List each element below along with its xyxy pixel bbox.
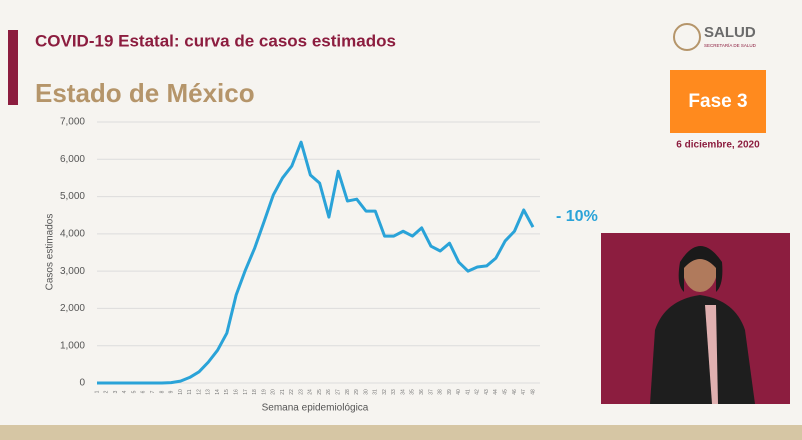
y-tick-label: 6,000 [60, 154, 85, 165]
x-tick-label: 18 [252, 389, 258, 395]
x-tick-label: 40 [456, 389, 462, 395]
phase-box [670, 70, 766, 133]
y-tick-label: 0 [79, 378, 85, 389]
x-tick-label: 31 [373, 389, 379, 395]
x-tick-label: 24 [308, 389, 314, 395]
x-tick-label: 25 [317, 389, 323, 395]
x-tick-label: 46 [512, 389, 518, 395]
x-tick-label: 28 [345, 389, 351, 395]
x-tick-label: 13 [206, 389, 212, 395]
x-tick-label: 27 [336, 389, 342, 395]
x-tick-label: 22 [289, 389, 295, 395]
logo: SALUD [704, 24, 756, 41]
x-tick-label: 3 [113, 390, 119, 393]
slide-title: COVID-19 Estatal: curva de casos estimad… [35, 31, 396, 50]
y-tick-label: 1,000 [60, 340, 85, 351]
x-tick-label: 45 [502, 389, 508, 395]
x-tick-label: 41 [465, 389, 471, 395]
x-tick-label: 7 [150, 390, 156, 393]
y-tick-label: 3,000 [60, 266, 85, 277]
x-tick-label: 34 [400, 389, 406, 395]
emblem [673, 23, 701, 51]
state-name: Estado de México [35, 78, 255, 108]
person-body [650, 295, 755, 404]
x-tick-label: 42 [475, 389, 481, 395]
x-tick-label: 32 [382, 389, 388, 395]
x-tick-label: 35 [410, 389, 416, 395]
x-tick-label: 14 [215, 389, 221, 395]
phase: Fase 3 [688, 91, 747, 112]
y-tick-label: 2,000 [60, 303, 85, 314]
y-tick-label: 4,000 [60, 228, 85, 239]
x-tick-label: 9 [169, 390, 175, 393]
x-tick-label: 17 [243, 389, 249, 395]
x-tick-label: 21 [280, 389, 286, 395]
x-tick-label: 30 [363, 389, 369, 395]
footer-band [0, 425, 802, 440]
x-tick-label: 33 [391, 389, 397, 395]
x-tick-label: 20 [271, 389, 277, 395]
x-tick-label: 43 [484, 389, 490, 395]
date: 6 diciembre, 2020 [676, 140, 760, 151]
x-tick-label: 19 [261, 389, 267, 395]
x-tick-label: 23 [298, 389, 304, 395]
x-tick-label: 4 [122, 390, 128, 393]
x-tick-label: 48 [530, 389, 536, 395]
y-tick-label: 7,000 [60, 117, 85, 128]
x-tick-label: 2 [104, 390, 110, 393]
person-hair [678, 246, 723, 292]
x-tick-label: 5 [131, 390, 137, 393]
x-tick-label: 29 [354, 389, 360, 395]
x-tick-label: 6 [141, 390, 147, 393]
person-shirt [705, 305, 718, 404]
x-tick-label: 26 [326, 389, 332, 395]
logo-sub: SECRETARÍA DE SALUD [704, 42, 757, 48]
interpreter-video [601, 233, 790, 404]
x-tick-label: 37 [428, 389, 434, 395]
x-tick-label: 39 [447, 389, 453, 395]
x-axis-label: Semana epidemiológica [262, 403, 369, 414]
data-line [97, 140, 535, 385]
x-tick-label: 12 [196, 389, 202, 395]
y-axis-label: Casos estimados [45, 214, 56, 291]
x-tick-label: 8 [159, 390, 165, 393]
x-tick-label: 44 [493, 389, 499, 395]
x-tick-label: 11 [187, 389, 193, 394]
x-tick-label: 36 [419, 389, 425, 395]
accent-bar [8, 30, 18, 105]
x-tick-label: 10 [178, 389, 184, 395]
x-tick-label: 15 [224, 389, 230, 395]
annotation: - 10% [556, 208, 598, 225]
x-tick-label: 38 [438, 389, 444, 395]
x-tick-label: 1 [94, 390, 100, 393]
y-tick-label: 5,000 [60, 191, 85, 202]
x-tick-label: 47 [521, 389, 527, 395]
x-tick-label: 16 [233, 389, 239, 395]
